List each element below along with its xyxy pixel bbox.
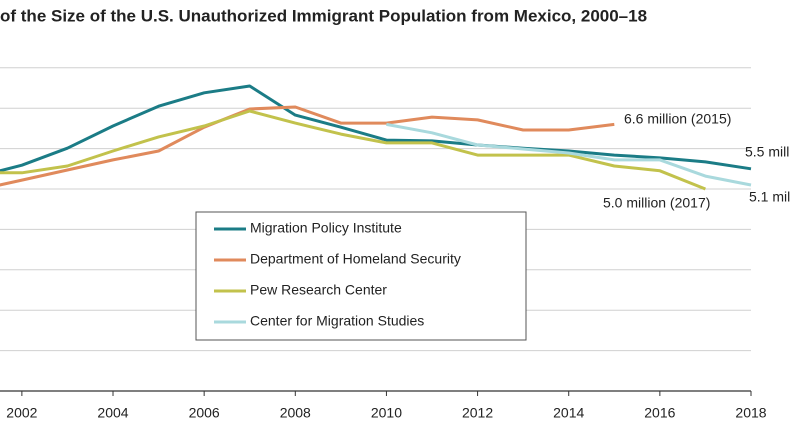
annotation: 6.6 million (2015)	[624, 111, 731, 127]
series-line	[0, 105, 615, 187]
x-tick-label: 2018	[735, 405, 766, 421]
legend-label: Pew Research Center	[250, 282, 387, 298]
x-tick-label: 2008	[280, 405, 311, 421]
legend-label: Migration Policy Institute	[250, 220, 402, 236]
legend-box	[195, 211, 527, 341]
series-line	[0, 84, 752, 173]
x-tick-label: 2006	[189, 405, 220, 421]
x-tick-label: 2002	[6, 405, 37, 421]
series-line	[386, 122, 752, 187]
x-tick-label: 2010	[371, 405, 402, 421]
legend-label: Center for Migration Studies	[250, 313, 424, 329]
x-tick-label: 2012	[462, 405, 493, 421]
annotation: 5.0 million (2017)	[603, 195, 710, 211]
x-tick-label: 2016	[644, 405, 675, 421]
chart-title: of the Size of the U.S. Unauthorized Imm…	[0, 6, 647, 25]
x-tick-label: 2004	[97, 405, 128, 421]
annotation: 5.1 mil	[749, 189, 790, 205]
series-line	[0, 109, 706, 191]
legend-label: Department of Homeland Security	[250, 251, 461, 267]
x-tick-label: 2014	[553, 405, 584, 421]
legend: Migration Policy Institute Department of …	[195, 211, 527, 341]
annotation: 5.5 mill	[745, 144, 789, 160]
